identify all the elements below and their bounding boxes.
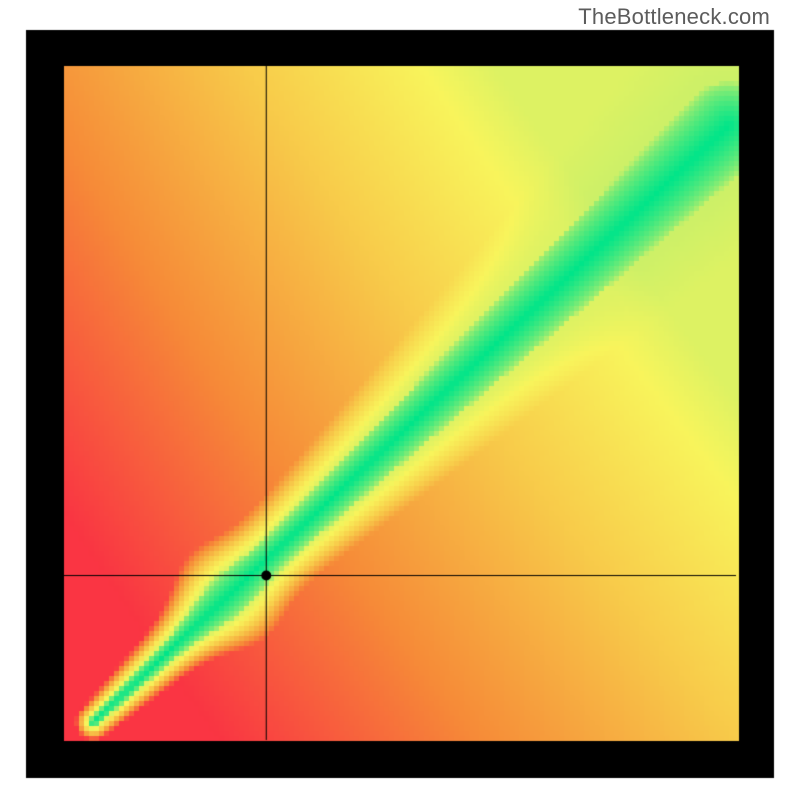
heatmap-canvas <box>0 0 800 800</box>
chart-container: { "watermark": "TheBottleneck.com", "can… <box>0 0 800 800</box>
watermark-text: TheBottleneck.com <box>578 4 770 30</box>
